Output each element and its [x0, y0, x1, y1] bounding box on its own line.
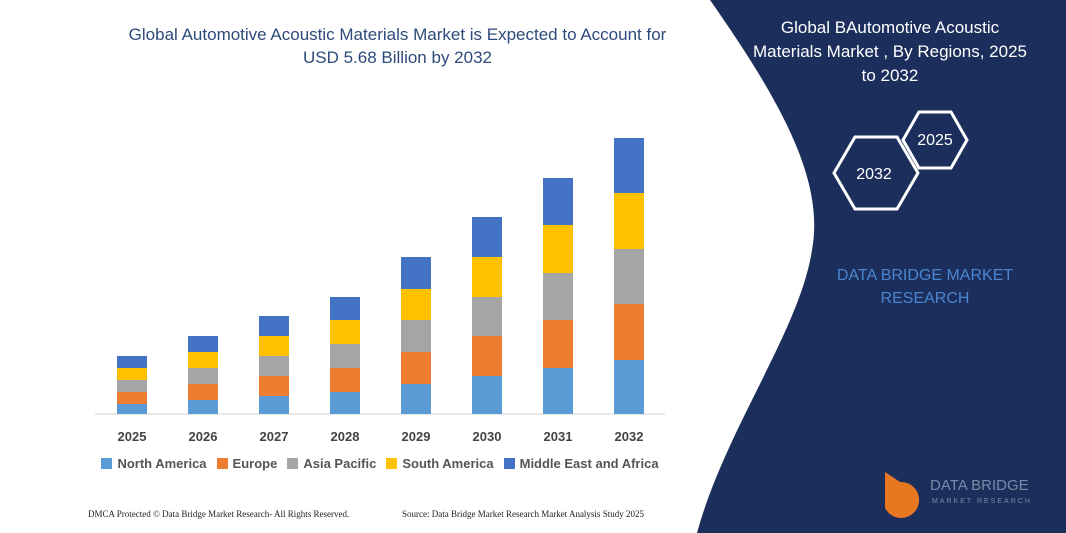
bar-segment	[259, 356, 289, 376]
bar-segment	[330, 320, 360, 344]
bar-segment	[401, 257, 431, 289]
footer-right: Source: Data Bridge Market Research Mark…	[402, 509, 644, 519]
logo-mark	[885, 472, 920, 518]
bar-segment	[330, 297, 360, 320]
x-tick-label: 2031	[544, 429, 573, 444]
x-tick-label: 2032	[615, 429, 644, 444]
bar-segment	[614, 249, 644, 304]
hexagon	[832, 135, 920, 211]
bar-segment	[259, 376, 289, 396]
bar-segment	[117, 404, 147, 414]
bar-segment	[330, 344, 360, 368]
x-tick-label: 2025	[118, 429, 147, 444]
x-tick-label: 2029	[402, 429, 431, 444]
legend-label: Middle East and Africa	[519, 456, 659, 471]
chart-title: Global Automotive Acoustic Materials Mar…	[128, 25, 667, 67]
legend-label: South America	[402, 456, 494, 471]
bar-segment	[188, 352, 218, 368]
bar-segment	[117, 356, 147, 368]
legend-swatch	[216, 458, 228, 469]
bar-segment	[614, 193, 644, 249]
bar-segment	[330, 392, 360, 414]
legend-item: Europe	[216, 456, 278, 471]
x-tick-label: 2026	[189, 429, 218, 444]
x-tick-label: 2030	[473, 429, 502, 444]
legend-item: Asia Pacific	[287, 456, 376, 471]
panel-bg	[697, 0, 1066, 533]
legend-swatch	[503, 458, 515, 469]
bar-segment	[117, 380, 147, 392]
bar-segment	[472, 297, 502, 336]
bar-segment	[188, 384, 218, 400]
bar-segment	[614, 304, 644, 360]
bar-segment	[188, 336, 218, 352]
bar-segment	[188, 400, 218, 414]
legend-item: Middle East and Africa	[503, 456, 659, 471]
hex-label: 2032	[856, 166, 892, 183]
x-tick-label: 2028	[331, 429, 360, 444]
bar-segment	[543, 225, 573, 273]
x-tick-label: 2027	[260, 429, 289, 444]
bar-segment	[543, 273, 573, 320]
bar-segment	[543, 178, 573, 225]
bar-segment	[188, 368, 218, 384]
legend-label: Asia Pacific	[303, 456, 377, 471]
bar-segment	[330, 368, 360, 392]
legend-item: South America	[386, 456, 494, 471]
legend-swatch	[101, 458, 113, 469]
panel-title: Global BAutomotive Acoustic Materials Ma…	[752, 18, 1027, 85]
legend: North America Europe Asia Pacific South Ame…	[90, 456, 670, 471]
bar-segment	[472, 217, 502, 257]
logo-name: DATA BRIDGE	[930, 477, 1029, 494]
legend-swatch	[386, 458, 398, 469]
bar-segment	[259, 396, 289, 414]
legend-label: Europe	[232, 456, 278, 471]
bar-segment	[401, 384, 431, 414]
bar-segment	[543, 368, 573, 414]
bar-segment	[117, 368, 147, 380]
bar-segment	[614, 138, 644, 193]
bar-segment	[472, 376, 502, 414]
bar-segment	[472, 257, 502, 297]
bar-segment	[117, 392, 147, 404]
bar-segment	[401, 320, 431, 352]
footer-left: DMCA Protected © Data Bridge Market Rese…	[88, 509, 350, 519]
logo-tagline: MARKET RESEARCH	[932, 498, 1032, 505]
legend-label: North America	[117, 456, 207, 471]
bar-segment	[259, 336, 289, 356]
bar-segment	[259, 316, 289, 336]
bar-segment	[614, 360, 644, 414]
brand: DATA BRIDGE MARKET RESEARCH	[836, 267, 1014, 307]
hex-label: 2025	[917, 132, 953, 149]
legend-swatch	[287, 458, 299, 469]
legend-item: North America	[101, 456, 207, 471]
bar-segment	[401, 352, 431, 384]
bar-segment	[472, 336, 502, 376]
bar-segment	[543, 320, 573, 368]
bar-segment	[401, 289, 431, 320]
hexagon	[901, 110, 969, 170]
